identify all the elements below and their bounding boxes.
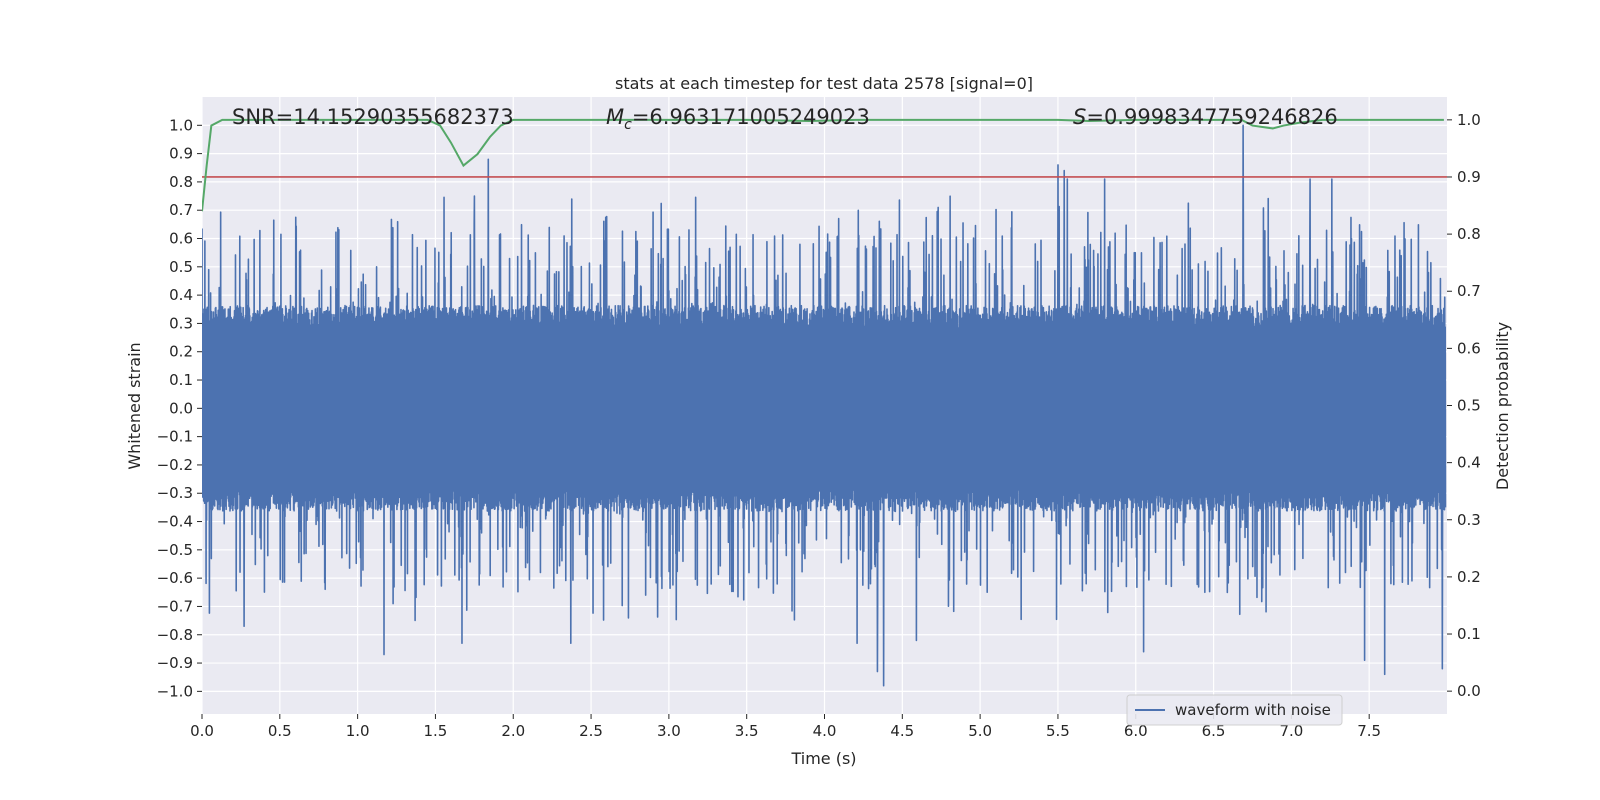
waveform-series	[202, 124, 1447, 687]
yl-tick-label-18: −0.8	[157, 626, 193, 644]
yl-tick-label-13: −0.3	[157, 484, 193, 502]
yr-tick-label-1: 0.9	[1457, 168, 1481, 186]
yr-tick-label-3: 0.7	[1457, 282, 1481, 300]
x-tick-label-0: 0.0	[190, 722, 214, 740]
x-axis-label: Time (s)	[790, 749, 856, 768]
yl-tick-label-7: 0.3	[169, 314, 193, 332]
chirp-mass-symbol: M	[606, 105, 624, 129]
legend: waveform with noise	[1126, 694, 1343, 726]
yl-tick-label-10: 0.0	[169, 399, 193, 417]
yl-tick-label-0: 1.0	[169, 116, 193, 134]
x-tick-label-2: 1.0	[346, 722, 370, 740]
yl-tick-label-14: −0.4	[157, 513, 193, 531]
chart-title: stats at each timestep for test data 257…	[615, 74, 1033, 93]
detection-probability-line	[202, 118, 1444, 212]
yl-tick-label-11: −0.1	[157, 428, 193, 446]
yl-tick-label-3: 0.7	[169, 201, 193, 219]
yr-tick-label-7: 0.3	[1457, 511, 1481, 529]
chirp-mass-value: =6.963171005249023	[632, 105, 870, 129]
probability-overlay	[202, 118, 1447, 212]
yr-tick-label-4: 0.6	[1457, 339, 1481, 357]
x-tick-label-10: 5.0	[968, 722, 992, 740]
x-axis-ticks: 0.0 0.5 1.0 1.5 2.0 2.5 3.0 3.5 4.0 4.5 5.0 5.5 6.0 6…	[190, 714, 1381, 740]
x-tick-label-8: 4.0	[813, 722, 837, 740]
chirp-mass-subscript: c	[624, 117, 632, 133]
yr-tick-label-8: 0.2	[1457, 568, 1481, 586]
x-tick-label-15: 7.5	[1357, 722, 1381, 740]
yl-tick-label-17: −0.7	[157, 597, 193, 615]
x-tick-label-14: 7.0	[1279, 722, 1303, 740]
x-tick-label-1: 0.5	[268, 722, 292, 740]
yl-tick-label-20: −1.0	[157, 682, 193, 700]
yl-tick-label-19: −0.9	[157, 654, 193, 672]
waveform-with-noise-line	[202, 124, 1447, 687]
yl-tick-label-9: 0.1	[169, 371, 193, 389]
score-annotation: S=0.9998347759246826	[1073, 105, 1338, 129]
yr-tick-label-9: 0.1	[1457, 625, 1481, 643]
y-right-axis-label: Detection probability	[1493, 322, 1512, 490]
yr-tick-label-2: 0.8	[1457, 225, 1481, 243]
x-tick-label-9: 4.5	[890, 722, 914, 740]
y-right-axis-ticks: 1.0 0.9 0.8 0.7 0.6 0.5 0.4 0.3 0.2 0.1 0.0	[1447, 111, 1481, 700]
yr-tick-label-10: 0.0	[1457, 682, 1481, 700]
chirp-mass-annotation: Mc=6.963171005249023	[606, 105, 870, 133]
y-left-axis-ticks: 1.0 0.9 0.8 0.7 0.6 0.5 0.4 0.3 0.2 0.1 0.0 −0.1 −0.…	[157, 116, 202, 700]
x-tick-label-5: 2.5	[579, 722, 603, 740]
yr-tick-label-6: 0.4	[1457, 454, 1481, 472]
score-symbol: S	[1073, 105, 1086, 129]
x-tick-label-6: 3.0	[657, 722, 681, 740]
x-tick-label-7: 3.5	[735, 722, 759, 740]
yr-tick-label-0: 1.0	[1457, 111, 1481, 129]
yl-tick-label-6: 0.4	[169, 286, 193, 304]
x-tick-label-11: 5.5	[1046, 722, 1070, 740]
legend-box	[1126, 694, 1343, 726]
yl-tick-label-4: 0.6	[169, 230, 193, 248]
yl-tick-label-2: 0.8	[169, 173, 193, 191]
yl-tick-label-16: −0.6	[157, 569, 193, 587]
score-value: =0.9998347759246826	[1086, 105, 1337, 129]
yl-tick-label-5: 0.5	[169, 258, 193, 276]
y-left-axis-label: Whitened strain	[125, 342, 144, 469]
yl-tick-label-1: 0.9	[169, 145, 193, 163]
legend-label-waveform: waveform with noise	[1175, 701, 1331, 719]
yl-tick-label-15: −0.5	[157, 541, 193, 559]
x-tick-label-13: 6.5	[1202, 722, 1226, 740]
x-tick-label-3: 1.5	[424, 722, 448, 740]
yl-tick-label-8: 0.2	[169, 343, 193, 361]
yl-tick-label-12: −0.2	[157, 456, 193, 474]
x-tick-label-12: 6.0	[1124, 722, 1148, 740]
snr-annotation: SNR=14.15290355682373	[232, 105, 514, 129]
x-tick-label-4: 2.0	[501, 722, 525, 740]
yr-tick-label-5: 0.5	[1457, 397, 1481, 415]
